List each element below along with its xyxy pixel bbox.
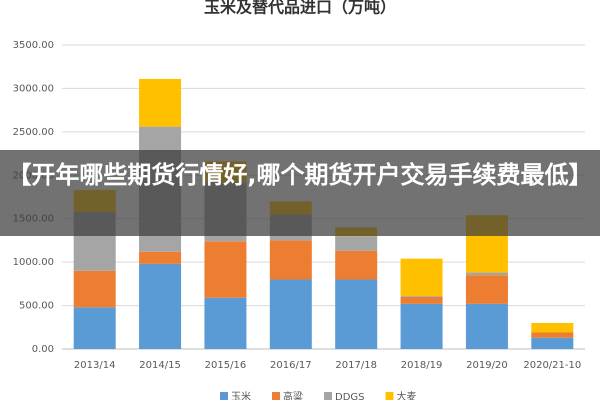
banner: 【开年哪些期货行情好,哪个期货开户交易手续费最低】 <box>0 150 600 236</box>
y-tick-label: 1000.00 <box>13 257 54 268</box>
bar-segment <box>269 279 312 349</box>
bar-segment <box>400 258 443 297</box>
bar-segment <box>335 250 378 280</box>
bar-segment <box>204 297 247 349</box>
y-tick-label: 3500.00 <box>13 40 54 51</box>
legend-swatch <box>220 392 228 400</box>
y-tick-label: 3000.00 <box>13 83 54 94</box>
bar-segment <box>465 272 508 276</box>
bar-segment <box>335 236 378 251</box>
bar-segment <box>139 263 182 349</box>
legend-swatch <box>385 392 394 400</box>
y-tick-label: 500.00 <box>19 301 54 312</box>
x-tick-label: 2019/20 <box>466 360 508 371</box>
legend-label: 高粱 <box>283 390 303 400</box>
bar-segment <box>400 296 443 297</box>
chart-title: 玉米及替代品进口（万吨） <box>204 0 396 17</box>
x-tick-label: 2018/19 <box>401 360 443 371</box>
x-tick-label: 2013/14 <box>74 360 116 371</box>
bar-segment <box>400 296 443 304</box>
bar-segment <box>531 322 574 333</box>
y-tick-label: 2500.00 <box>13 127 54 138</box>
legend-label: DDGS <box>335 392 365 400</box>
bar-segment <box>465 275 508 304</box>
bar-segment <box>400 303 443 349</box>
legend-label: 玉米 <box>231 390 251 400</box>
bar-segment <box>73 270 116 308</box>
bar-segment <box>269 240 312 280</box>
legend-swatch <box>272 392 280 400</box>
x-tick-label: 2015/16 <box>205 360 247 371</box>
legend-swatch <box>324 392 332 400</box>
legend-label: 大麦 <box>397 390 417 400</box>
bar-segment <box>139 251 182 264</box>
x-tick-label: 2020/21-10 <box>523 360 581 371</box>
bar-segment <box>465 303 508 349</box>
bar-segment <box>204 241 247 298</box>
bar-segment <box>73 307 116 349</box>
bar-segment <box>335 279 378 349</box>
x-tick-label: 2016/17 <box>270 360 312 371</box>
x-tick-label: 2014/15 <box>139 360 181 371</box>
x-tick-label: 2017/18 <box>335 360 377 371</box>
bar-segment <box>139 78 182 127</box>
bar-segment <box>531 337 574 349</box>
bar-segment <box>531 332 574 338</box>
y-tick-label: 0.00 <box>32 344 54 355</box>
